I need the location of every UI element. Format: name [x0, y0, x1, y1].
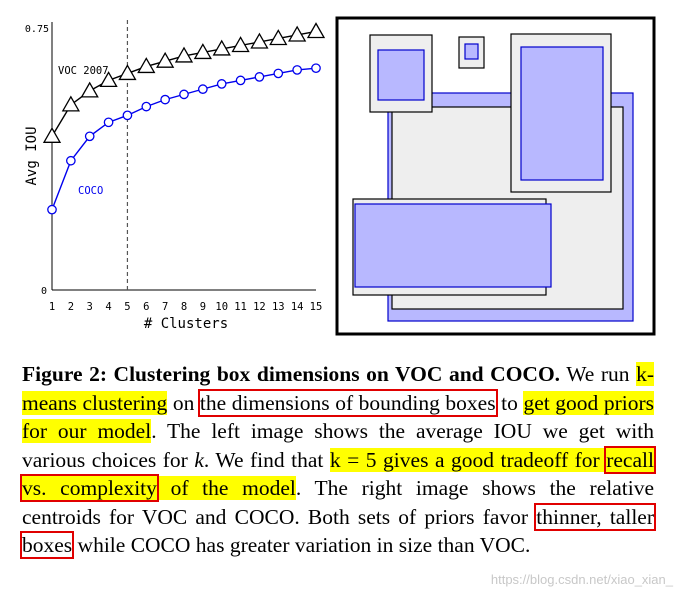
x-tick-label: 3	[87, 301, 93, 313]
voc-point	[61, 95, 80, 112]
x-tick-label: 12	[253, 301, 266, 313]
figure-label: Figure 2:	[22, 362, 107, 386]
x-tick-label: 9	[200, 301, 206, 313]
x-tick-label: 7	[162, 301, 168, 313]
figure-title: Clustering box dimensions on VOC and COC…	[113, 362, 561, 386]
coco-point	[198, 84, 208, 94]
x-tick-label: 5	[124, 301, 130, 313]
highlight-k5: k = 5 gives a good tradeoff for	[329, 447, 607, 472]
coco-point	[179, 89, 189, 100]
x-tick-label: 13	[272, 301, 285, 313]
voc-point	[288, 25, 307, 42]
highlight-model: of the model	[156, 476, 296, 500]
y-tick-label: 0	[41, 286, 47, 297]
coco-point	[47, 204, 57, 215]
coco-series-label: COCO	[78, 185, 103, 197]
y-tick-label: 0.75	[25, 24, 49, 35]
x-tick-label: 2	[68, 301, 74, 313]
coco-point	[254, 72, 265, 82]
coco-centroid-tiny	[464, 43, 479, 60]
x-tick-label: 6	[143, 301, 149, 313]
voc-point	[42, 126, 62, 143]
voc-point	[250, 32, 269, 49]
figure-2: 00.751 2 3 4 5 6 7 8 9 10 11 12 13 14 15# ClustersAvg …	[24, 16, 656, 336]
caption-text: . The right image shows the relative cen…	[22, 476, 654, 529]
coco-point	[216, 79, 227, 89]
coco-point	[292, 65, 302, 75]
coco-point	[311, 63, 321, 74]
caption-text: on	[167, 390, 200, 415]
math-k: k	[194, 447, 204, 472]
voc-point	[99, 71, 118, 88]
coco-point	[84, 131, 95, 142]
x-tick-label: 11	[234, 301, 247, 313]
coco-point	[66, 155, 76, 166]
voc-point	[193, 43, 212, 60]
centroid-panel	[335, 16, 656, 336]
caption-text: . We find that	[203, 447, 330, 472]
caption-text: to	[495, 390, 524, 415]
figure-caption: Figure 2: Clustering box dimensions on V…	[20, 360, 656, 560]
voc-point	[269, 29, 288, 46]
coco-centroid-wide	[354, 203, 552, 288]
coco-point	[273, 68, 284, 79]
voc-point	[231, 36, 250, 53]
coco-centroid-tall	[520, 46, 604, 181]
x-tick-label: 15	[310, 301, 323, 313]
voc-point	[156, 51, 175, 68]
x-axis-label: # Clusters	[144, 316, 228, 332]
voc-point	[306, 22, 326, 39]
voc-point	[212, 39, 231, 56]
y-axis-label: Avg IOU	[24, 126, 40, 185]
caption-text: . The left image shows the average IOU w…	[22, 419, 654, 472]
boxed-dimensions: the dimensions of bounding boxes	[197, 388, 498, 417]
x-tick-label: 1	[49, 301, 55, 313]
coco-point	[235, 75, 246, 86]
boxed-thinner-taller: thinner, taller boxes	[20, 502, 656, 559]
voc-point	[137, 57, 156, 74]
watermark: https://blog.csdn.net/xiao_xian_	[490, 572, 673, 587]
x-tick-label: 14	[291, 301, 304, 313]
caption-text: while COCO has greater variation in size…	[72, 533, 531, 557]
coco-point	[141, 101, 152, 112]
coco-centroid-small	[377, 49, 425, 101]
coco-point	[122, 110, 133, 121]
voc-point	[118, 64, 137, 81]
avg-iou-chart: 00.751 2 3 4 5 6 7 8 9 10 11 12 13 14 15# ClustersAvg …	[24, 20, 326, 332]
coco-point	[160, 94, 170, 105]
x-tick-label: 10	[215, 301, 228, 313]
coco-point	[103, 117, 114, 128]
x-tick-label: 8	[181, 301, 187, 313]
voc-point	[80, 81, 99, 98]
voc-series-label: VOC 2007	[58, 65, 109, 77]
caption-text: We run	[560, 362, 637, 386]
x-tick-label: 4	[105, 301, 111, 313]
voc-point	[174, 46, 194, 63]
